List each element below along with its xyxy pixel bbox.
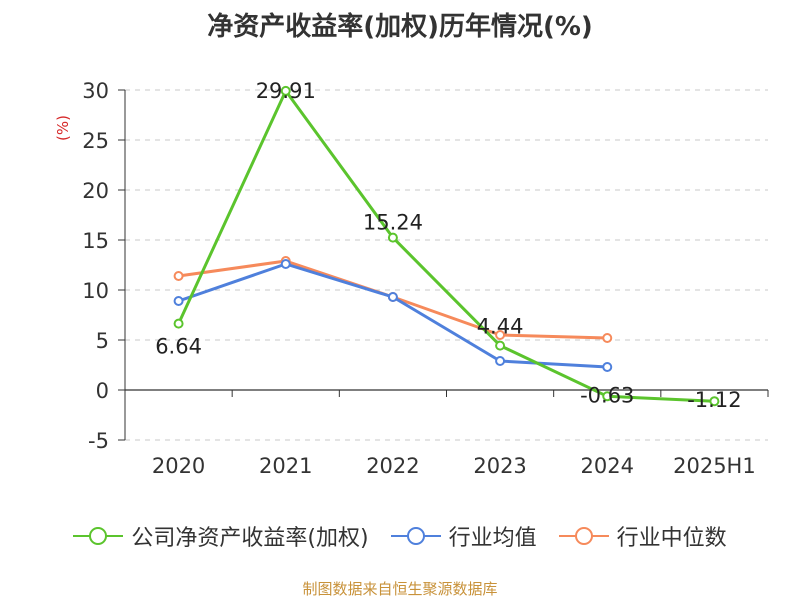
legend-item-company[interactable]: 公司净资产收益率(加权) [73,520,369,552]
data-point [173,271,184,281]
chart-title: 净资产收益率(加权)历年情况(%) [207,12,593,42]
data-point [280,259,291,269]
data-label: 4.44 [477,315,524,339]
data-point [173,296,184,306]
legend-item-industry-mean[interactable]: 行业均值 [390,520,537,552]
data-point [495,330,506,340]
x-tick-label: 2022 [366,454,419,478]
x-tick-label: 2025H1 [673,454,756,478]
data-point [387,232,398,243]
data-label: 29.91 [256,79,316,103]
source-note: 制图数据来自恒生聚源数据库 [302,580,498,598]
legend-label-company: 公司净资产收益率(加权) [131,526,369,551]
data-label: -0.63 [580,383,634,407]
data-point [173,318,184,329]
grid-lines [125,89,768,441]
legend-swatch-industry-mean [390,527,441,545]
data-labels: 6.64 29.91 15.24 4.44 -0.63 -1.12 [155,79,741,412]
data-label: 15.24 [363,211,423,235]
y-tick-label: 5 [96,329,109,353]
data-point [602,333,613,343]
data-point [495,356,506,366]
x-tick-label: 2023 [473,454,526,478]
legend-swatch-company [73,527,124,545]
legend-label-industry-median: 行业中位数 [616,526,727,551]
y-tick-label: 0 [96,379,109,403]
y-tick-label: 25 [82,129,109,153]
y-axis-label: (%) [54,115,72,141]
x-tick-label: 2021 [259,454,312,478]
axes: -5 0 5 10 15 20 25 30 (%) 2020 2021 2022 2023 2024 202… [54,79,769,478]
data-point [280,85,291,96]
x-tick-label: 2024 [581,454,634,478]
legend: 公司净资产收益率(加权) 行业均值 行业中位数 [0,520,800,552]
data-label: 6.64 [155,335,202,359]
data-point [387,292,398,302]
legend-label-industry-mean: 行业均值 [448,526,537,551]
y-tick-label: 20 [82,179,109,203]
y-tick-label: 30 [82,79,109,103]
series-line [177,89,715,403]
y-tick-label: 10 [82,279,109,303]
x-tick-label: 2020 [152,454,205,478]
data-point [602,391,613,402]
data-point [602,362,613,372]
legend-item-industry-median[interactable]: 行业中位数 [558,520,727,552]
data-label: -1.12 [687,388,741,412]
data-point [709,396,720,407]
y-tick-label: -5 [88,429,109,453]
series-line [178,262,608,369]
series-lines [173,85,720,407]
data-point [495,340,506,351]
y-tick-label: 15 [82,229,109,253]
legend-swatch-industry-median [558,527,609,545]
